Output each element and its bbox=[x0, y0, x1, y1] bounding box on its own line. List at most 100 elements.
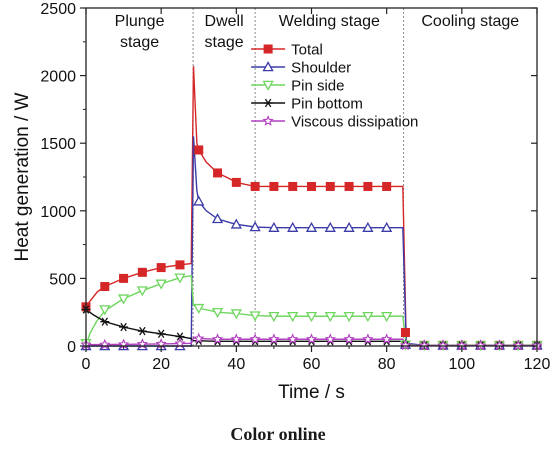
data-point-marker bbox=[343, 312, 355, 323]
asterisk-stroke bbox=[264, 98, 272, 108]
stage-label-line: Plunge bbox=[115, 13, 165, 30]
data-point-marker bbox=[324, 333, 336, 345]
series-line-3 bbox=[85, 308, 537, 347]
data-point-marker bbox=[324, 312, 336, 323]
asterisk-stroke bbox=[120, 322, 127, 332]
x-tick-label: 80 bbox=[378, 356, 396, 373]
data-point-marker bbox=[324, 221, 336, 232]
data-point-marker bbox=[230, 309, 242, 320]
data-point-marker bbox=[250, 181, 260, 191]
data-point-marker bbox=[156, 329, 166, 339]
data-point-marker bbox=[211, 307, 224, 319]
data-point-marker bbox=[268, 312, 280, 323]
data-point-marker bbox=[137, 267, 147, 277]
stage-label-line: Cooling stage bbox=[421, 13, 519, 30]
y-tick-label: 500 bbox=[49, 271, 76, 288]
data-point-marker bbox=[175, 332, 185, 341]
data-point-marker bbox=[512, 339, 524, 351]
data-point-marker bbox=[117, 294, 130, 305]
data-point-marker bbox=[249, 221, 261, 232]
data-point-marker bbox=[249, 333, 261, 345]
data-point-marker bbox=[231, 177, 241, 187]
data-point-marker bbox=[193, 303, 205, 314]
data-point-marker bbox=[305, 333, 318, 345]
y-tick-label: 1000 bbox=[40, 204, 76, 221]
data-point-marker bbox=[193, 195, 205, 206]
y-tick-label: 1500 bbox=[40, 136, 76, 153]
data-point-marker bbox=[288, 181, 298, 191]
x-tick-label: 120 bbox=[524, 356, 551, 373]
data-point-marker bbox=[262, 61, 274, 72]
asterisk-stroke bbox=[176, 332, 184, 341]
stage-labels: Plunge stage Dwell stage Welding stage Coolin… bbox=[115, 13, 520, 51]
stage-label-line: stage bbox=[120, 34, 159, 51]
data-point-marker bbox=[287, 221, 299, 232]
y-tick-label: 2500 bbox=[40, 1, 76, 18]
data-point-marker bbox=[305, 221, 318, 232]
legend-entry-label: Viscous dissipation bbox=[291, 114, 418, 131]
data-point-marker bbox=[305, 312, 318, 323]
data-point-marker bbox=[230, 333, 242, 345]
data-point-marker bbox=[474, 339, 487, 351]
data-point-marker bbox=[362, 221, 374, 232]
data-point-marker bbox=[194, 145, 204, 155]
data-point-marker bbox=[213, 168, 223, 178]
data-point-marker bbox=[268, 221, 280, 232]
x-tick-label: 100 bbox=[448, 356, 475, 373]
series-markers-1 bbox=[80, 195, 543, 351]
data-point-marker bbox=[100, 317, 110, 326]
legend-entry-label: Total bbox=[291, 42, 323, 59]
data-point-marker bbox=[362, 333, 374, 345]
data-point-marker bbox=[381, 312, 393, 323]
stage-label-line: stage bbox=[205, 34, 244, 51]
figure-caption: Color online bbox=[230, 424, 326, 444]
data-point-marker bbox=[363, 181, 373, 191]
data-point-marker bbox=[399, 339, 412, 351]
x-tick-label: 0 bbox=[82, 356, 91, 373]
data-point-marker bbox=[136, 286, 148, 297]
y-tick-label: 0 bbox=[67, 339, 76, 356]
data-point-marker bbox=[137, 326, 147, 336]
data-point-marker bbox=[437, 339, 449, 351]
data-point-marker bbox=[325, 181, 335, 191]
data-point-marker bbox=[193, 332, 205, 344]
x-tick-label: 20 bbox=[152, 356, 170, 373]
data-point-marker bbox=[382, 181, 392, 191]
data-point-marker bbox=[362, 312, 374, 323]
data-point-marker bbox=[262, 80, 274, 91]
stage-label-1: Dwell stage bbox=[205, 13, 244, 51]
stage-label-line: Welding stage bbox=[279, 13, 380, 30]
data-point-marker bbox=[343, 221, 355, 232]
asterisk-stroke bbox=[101, 317, 109, 326]
data-point-marker bbox=[155, 279, 167, 290]
y-axis-label: Heat generation / W bbox=[12, 92, 33, 261]
data-point-marker bbox=[343, 333, 355, 345]
data-point-marker bbox=[100, 282, 110, 292]
data-point-marker bbox=[156, 263, 166, 273]
heat-generation-chart: 0 20 40 60 80 100 120 0 500 1000 1500 2000 2500 Plun… bbox=[12, 1, 551, 403]
series-markers bbox=[80, 145, 543, 352]
data-point-marker bbox=[269, 181, 279, 191]
x-tick-label: 40 bbox=[227, 356, 245, 373]
data-point-marker bbox=[262, 115, 274, 126]
asterisk-stroke bbox=[157, 329, 165, 339]
data-point-marker bbox=[174, 273, 186, 284]
asterisk-stroke bbox=[139, 326, 146, 336]
data-point-marker bbox=[263, 98, 273, 108]
data-point-marker bbox=[263, 44, 273, 54]
data-point-marker bbox=[344, 181, 354, 191]
stage-label-line: Dwell bbox=[205, 13, 244, 30]
data-point-marker bbox=[119, 322, 129, 332]
data-point-marker bbox=[211, 333, 224, 345]
data-point-marker bbox=[400, 327, 410, 337]
x-tick-label: 60 bbox=[303, 356, 321, 373]
series-markers-4 bbox=[80, 332, 543, 351]
data-point-marker bbox=[287, 333, 299, 345]
data-point-marker bbox=[381, 221, 393, 232]
stage-label-3: Cooling stage bbox=[421, 13, 519, 30]
legend-entry-label: Shoulder bbox=[291, 60, 351, 77]
legend-entry-label: Pin side bbox=[291, 78, 344, 95]
data-point-marker bbox=[99, 305, 111, 316]
x-axis-label: Time / s bbox=[278, 382, 345, 403]
